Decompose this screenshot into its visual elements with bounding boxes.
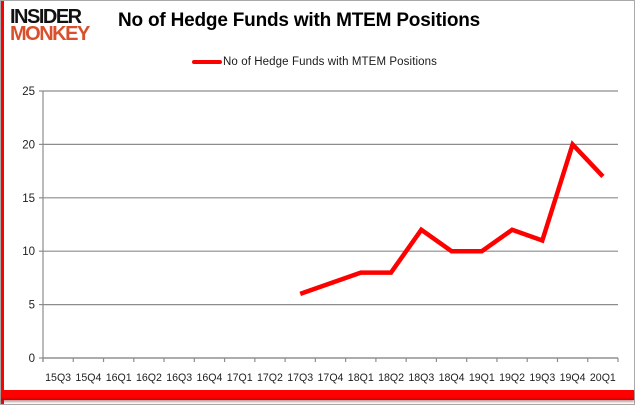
x-tick-label: 18Q2 bbox=[378, 372, 404, 384]
logo-line-monkey: MONKEY bbox=[10, 22, 90, 45]
y-tick-label: 0 bbox=[29, 353, 35, 365]
logo-line-insider: INSIDER bbox=[10, 6, 82, 28]
x-tick-label: 16Q4 bbox=[196, 372, 222, 384]
legend: No of Hedge Funds with MTEM Positions bbox=[192, 56, 437, 68]
x-tick-label: 17Q4 bbox=[318, 372, 344, 384]
y-tick-label: 10 bbox=[22, 246, 35, 258]
x-tick-label: 16Q1 bbox=[106, 372, 132, 384]
series-line bbox=[299, 140, 605, 297]
x-tick-label: 17Q3 bbox=[287, 372, 313, 384]
left-accent-stripe bbox=[1, 1, 4, 404]
x-tick-label: 16Q3 bbox=[166, 372, 192, 384]
x-tick-label: 18Q4 bbox=[439, 372, 465, 384]
x-tick-label: 18Q1 bbox=[348, 372, 374, 384]
x-tick-label: 18Q3 bbox=[408, 372, 434, 384]
y-tick-label: 20 bbox=[22, 139, 35, 151]
y-tick-label: 5 bbox=[29, 300, 35, 312]
y-tick-label: 15 bbox=[22, 193, 35, 205]
x-tick-label: 15Q3 bbox=[45, 372, 71, 384]
x-tick-label: 20Q1 bbox=[590, 372, 616, 384]
x-tick-label: 16Q2 bbox=[136, 372, 162, 384]
x-tick-label: 19Q4 bbox=[560, 372, 586, 384]
x-tick-label: 19Q1 bbox=[469, 372, 495, 384]
x-tick-label: 17Q2 bbox=[257, 372, 283, 384]
x-tick-label: 15Q4 bbox=[75, 372, 101, 384]
x-tick-label: 19Q3 bbox=[529, 372, 555, 384]
legend-line-marker bbox=[192, 60, 222, 64]
bottom-accent-bar bbox=[1, 390, 634, 400]
y-tick-label: 25 bbox=[22, 86, 35, 98]
x-tick-label: 19Q2 bbox=[499, 372, 525, 384]
x-tick-label: 17Q1 bbox=[227, 372, 253, 384]
insider-monkey-logo: INSIDER MONKEY bbox=[10, 6, 90, 45]
chart-title: No of Hedge Funds with MTEM Positions bbox=[118, 10, 481, 31]
legend-label: No of Hedge Funds with MTEM Positions bbox=[223, 56, 437, 68]
